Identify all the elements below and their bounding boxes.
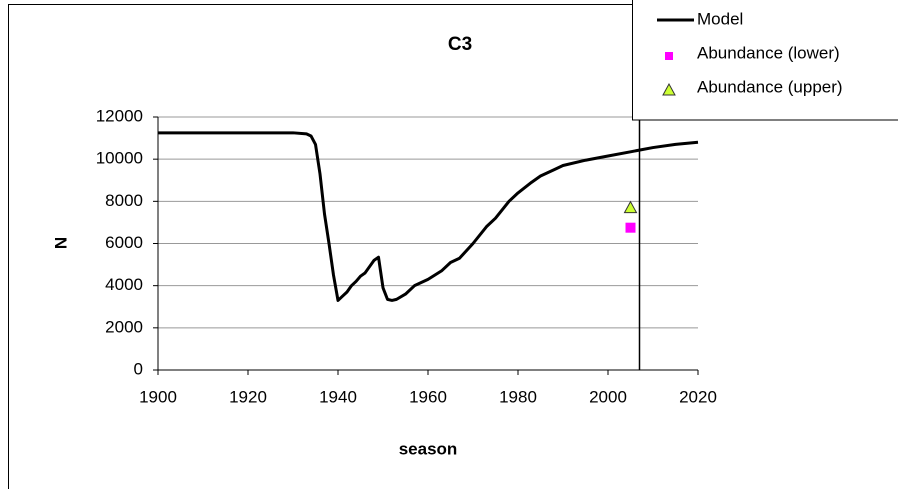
legend: Model Abundance (lower) Abundance (upper)	[632, 0, 898, 121]
chart-title: C3	[448, 34, 472, 55]
y-tick-label: 8000	[105, 191, 143, 210]
x-tick-label: 1920	[229, 387, 267, 406]
y-tick-label: 0	[134, 359, 143, 378]
y-tick-label: 10000	[96, 149, 143, 168]
y-axis-label: N	[51, 237, 70, 249]
data-point	[625, 222, 636, 233]
x-tick-label: 2000	[589, 387, 627, 406]
legend-label: Abundance (upper)	[697, 77, 843, 96]
x-tick-label: 1900	[139, 387, 177, 406]
y-tick-label: 12000	[96, 106, 143, 125]
y-tick-label: 4000	[105, 275, 143, 294]
data-line	[158, 131, 699, 302]
x-axis-label: season	[399, 439, 458, 458]
x-tick-label: 1980	[499, 387, 537, 406]
legend-swatch	[662, 82, 676, 96]
data-point	[623, 200, 638, 214]
legend-swatch	[665, 52, 673, 60]
x-tick-label: 1940	[319, 387, 357, 406]
legend-label: Abundance (lower)	[697, 43, 840, 62]
x-tick-label: 2020	[679, 387, 717, 406]
y-tick-label: 2000	[105, 317, 143, 336]
y-tick-label: 6000	[105, 233, 143, 252]
x-tick-label: 1960	[409, 387, 447, 406]
legend-label: Model	[697, 9, 743, 28]
